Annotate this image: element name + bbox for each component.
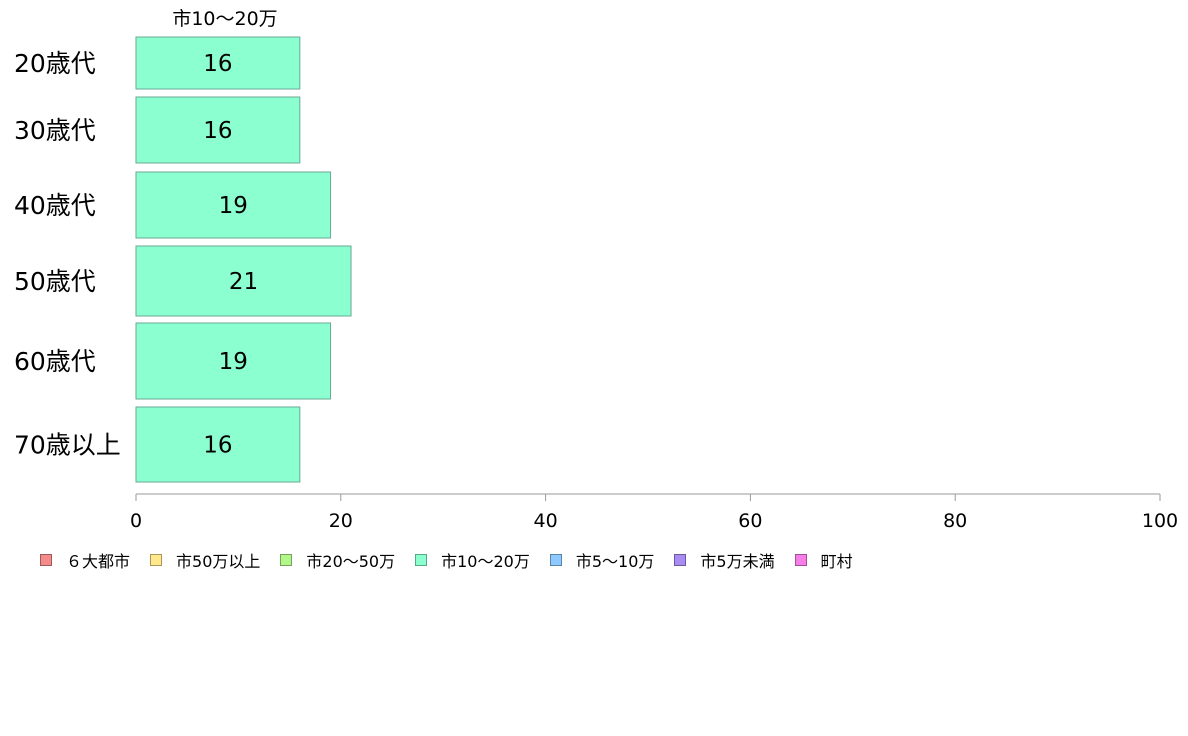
bar [135, 245, 352, 317]
bar-value-label: 19 [219, 193, 248, 219]
bar-chart: 市10～20万 1620歳代1630歳代1940歳代2150歳代1960歳代16… [14, 8, 1178, 532]
x-tick-label: 40 [534, 510, 558, 532]
legend-label: 市50万以上 [176, 552, 261, 571]
category-label: 40歳代 [14, 191, 96, 220]
bar-value-label: 16 [203, 118, 232, 144]
legend-item-6-cities[interactable]: ６大都市 [40, 548, 130, 572]
category-label: 30歳代 [14, 116, 96, 145]
bar [135, 406, 301, 483]
bar [135, 171, 332, 239]
bars-layer: 16 20歳代 16 30歳代 19 40歳代 21 50歳代 19 60歳代 16 70歳以上 [14, 36, 352, 483]
legend-label: 市20～50万 [306, 552, 396, 571]
bar [135, 96, 301, 164]
legend-swatch [674, 554, 687, 566]
legend-swatch [280, 554, 293, 566]
legend-item-city-50k-100k[interactable]: 市5～10万 [549, 548, 655, 572]
bar-value-label: 16 [203, 51, 232, 77]
legend-item-towns-villages[interactable]: 町村 [794, 548, 853, 572]
legend-item-city-200k-500k[interactable]: 市20～50万 [280, 548, 395, 572]
x-axis: 0 20 40 60 80 100 [130, 493, 1178, 532]
legend-item-city-100k-200k[interactable]: 市10～20万 [415, 548, 530, 572]
legend-label: 市5万未満 [700, 552, 775, 571]
legend-label: 市10～20万 [441, 552, 530, 571]
bar-value-label: 19 [219, 349, 248, 375]
chart-title: 市10～20万 [172, 8, 277, 30]
legend-label: 町村 [820, 552, 853, 571]
bar-value-label: 16 [203, 433, 232, 459]
x-tick-label: 0 [130, 510, 142, 532]
x-tick-label: 20 [329, 510, 353, 532]
bar-value-label: 21 [229, 269, 258, 295]
legend-swatch [549, 554, 562, 566]
x-tick-label: 100 [1142, 510, 1178, 532]
legend-label: ６大都市 [66, 552, 131, 571]
legend: ６大都市 市50万以上 市20～50万 市10～20万 市5～10万 市5万未満… [40, 548, 873, 572]
legend-swatch [794, 554, 807, 566]
legend-swatch [40, 554, 52, 566]
x-tick-label: 60 [738, 510, 762, 532]
bar [135, 36, 301, 90]
category-label: 70歳以上 [14, 431, 121, 460]
legend-swatch [150, 554, 163, 566]
category-label: 20歳代 [14, 49, 96, 78]
legend-swatch [415, 554, 428, 566]
x-tick-label: 80 [943, 510, 967, 532]
legend-item-city-under-50k[interactable]: 市5万未満 [674, 548, 775, 572]
legend-label: 市5～10万 [575, 552, 655, 571]
category-label: 60歳代 [14, 347, 96, 376]
category-label: 50歳代 [14, 267, 96, 296]
legend-item-city-500k-plus[interactable]: 市50万以上 [150, 548, 260, 572]
bar [135, 322, 332, 400]
